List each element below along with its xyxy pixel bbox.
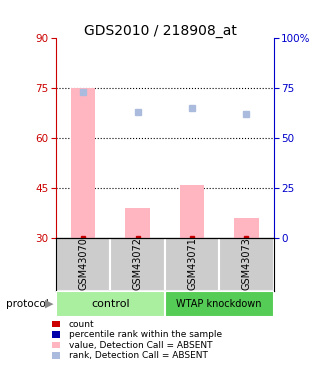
Bar	[180, 184, 204, 238]
Text: value, Detection Call = ABSENT: value, Detection Call = ABSENT	[69, 341, 212, 350]
Text: GSM43073: GSM43073	[241, 237, 252, 290]
Bar	[165, 291, 274, 317]
Bar	[71, 88, 95, 238]
Bar	[165, 238, 219, 291]
Bar	[234, 218, 259, 238]
Text: control: control	[91, 299, 130, 309]
Text: ▶: ▶	[45, 299, 54, 309]
Text: GDS2010 / 218908_at: GDS2010 / 218908_at	[84, 24, 236, 38]
Text: protocol: protocol	[6, 299, 49, 309]
Bar	[56, 238, 110, 291]
Text: count: count	[69, 320, 94, 329]
Text: rank, Detection Call = ABSENT: rank, Detection Call = ABSENT	[69, 351, 208, 360]
Bar	[56, 291, 165, 317]
Text: GSM43070: GSM43070	[78, 237, 88, 290]
Text: GSM43071: GSM43071	[187, 237, 197, 290]
Text: GSM43072: GSM43072	[132, 237, 143, 290]
Bar	[219, 238, 274, 291]
Text: WTAP knockdown: WTAP knockdown	[176, 299, 262, 309]
Bar	[125, 208, 150, 238]
Text: percentile rank within the sample: percentile rank within the sample	[69, 330, 222, 339]
Bar	[110, 238, 165, 291]
